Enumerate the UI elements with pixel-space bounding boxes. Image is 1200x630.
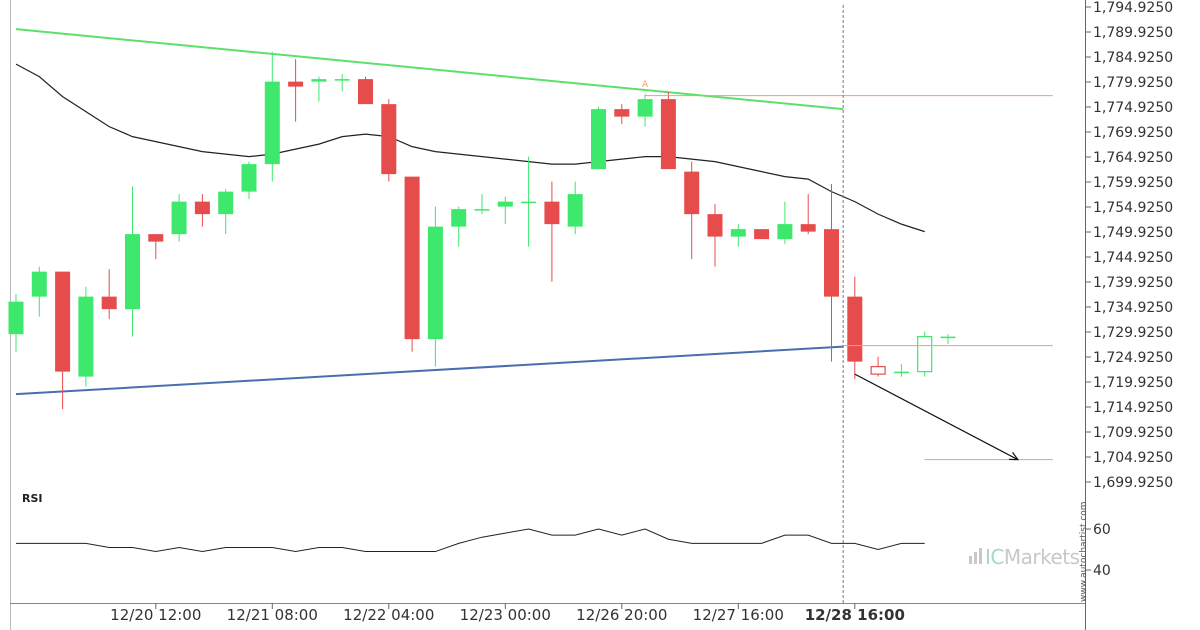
time-label: 12/26 20:00 (576, 606, 667, 624)
candle-body (754, 229, 770, 240)
candle-body (707, 214, 723, 237)
price-label: 1,749.9250 (1093, 225, 1173, 241)
rsi-series (16, 528, 925, 553)
candle-body (917, 336, 933, 373)
candle-body (521, 201, 537, 204)
candle-body (940, 336, 956, 339)
price-label: 1,789.9250 (1093, 25, 1173, 41)
candle-body (614, 109, 630, 117)
candle-body (730, 229, 746, 237)
candle-body (381, 104, 397, 175)
time-label: 12/22 04:00 (343, 606, 434, 624)
candle-body (451, 209, 467, 227)
candle-body (474, 209, 490, 211)
rsi-title: RSI (22, 492, 43, 505)
support-line (15, 345, 844, 396)
price-label: 1,739.9250 (1093, 275, 1173, 291)
candle-body (567, 194, 583, 227)
brand-bar-2 (974, 552, 977, 564)
price-label: 1,759.9250 (1093, 175, 1173, 191)
rsi-axis-labels: 60 40 (1085, 522, 1111, 579)
time-label: 12/27 16:00 (693, 606, 784, 624)
time-label: 12/20 12:00 (110, 606, 201, 624)
time-label: 12/28 16:00 (805, 606, 905, 624)
candle-body (637, 99, 653, 117)
candle-body (497, 201, 513, 207)
price-label: 1,709.9250 (1093, 425, 1173, 441)
candle-body (78, 296, 94, 377)
price-label: 1,744.9250 (1093, 250, 1173, 266)
candle-body (800, 224, 816, 232)
time-label: 12/23 00:00 (460, 606, 551, 624)
candle-body (194, 201, 210, 215)
price-label: 1,754.9250 (1093, 200, 1173, 216)
candle-body (148, 234, 164, 242)
price-label: 1,779.9250 (1093, 75, 1173, 91)
candle-body (125, 234, 140, 310)
brand-text: ICMarkets (985, 545, 1080, 569)
candle-body (55, 271, 71, 372)
candle-body (31, 271, 47, 297)
candle-body (358, 79, 373, 105)
candle-body (893, 371, 909, 374)
price-axis-labels: 1,794.9250 1,789.9250 1,784.9250 1,779.9250… (1085, 0, 1173, 491)
time-label: 12/21 08:00 (227, 606, 318, 624)
price-label: 1,764.9250 (1093, 150, 1173, 166)
candle-body (660, 99, 676, 170)
trend-lines (15, 28, 844, 396)
brand-suffix: Markets (1004, 545, 1080, 569)
price-label: 1,724.9250 (1093, 350, 1173, 366)
pattern-marker: A (642, 80, 649, 90)
rsi-panel: RSI 60 40 (16, 492, 1111, 579)
candle-body (847, 296, 863, 362)
rsi-tick-label: 40 (1093, 563, 1111, 579)
price-label: 1,784.9250 (1093, 50, 1173, 66)
candle-body (777, 224, 793, 240)
price-label: 1,699.9250 (1093, 475, 1173, 491)
candle-body (591, 109, 606, 170)
candle-body (171, 201, 187, 235)
price-label: 1,794.9250 (1093, 0, 1173, 16)
price-label: 1,719.9250 (1093, 375, 1173, 391)
candle-body (101, 296, 117, 310)
moving-average-line (15, 63, 925, 233)
rsi-line (16, 528, 925, 553)
candle-body (218, 191, 234, 215)
rsi-tick-label: 60 (1093, 522, 1111, 538)
price-label: 1,769.9250 (1093, 125, 1173, 141)
price-label: 1,729.9250 (1093, 325, 1173, 341)
brand-logo: ICMarkets (969, 545, 1080, 569)
brand-prefix: IC (985, 545, 1004, 569)
plot-frame (10, 0, 1086, 630)
candle-body (824, 229, 839, 297)
candle-body (404, 176, 420, 340)
price-levels (645, 95, 1053, 461)
price-label: 1,714.9250 (1093, 400, 1173, 416)
candle-body (427, 226, 443, 340)
candle-body (684, 171, 700, 215)
brand-bar-1 (969, 556, 972, 564)
time-axis: 12/20 12:00 12/21 08:00 12/22 04:00 12/23 0… (110, 603, 905, 624)
vertical-watermark: www.autochartist.com (1079, 501, 1089, 602)
price-label: 1,734.9250 (1093, 300, 1173, 316)
brand-bar-3 (979, 548, 982, 564)
resistance-line (15, 28, 844, 111)
candle-body (264, 81, 280, 165)
candle-body (311, 79, 327, 82)
candle-body (288, 81, 304, 87)
candle-body (870, 366, 886, 375)
moving-average (15, 63, 925, 233)
price-label: 1,704.9250 (1093, 450, 1173, 466)
arrow-head (1008, 452, 1020, 461)
projection-arrow (854, 373, 1019, 461)
price-label: 1,774.9250 (1093, 100, 1173, 116)
candle-body (241, 164, 257, 192)
candle-body (8, 301, 24, 335)
candle-body (334, 79, 350, 81)
candle-body (544, 201, 560, 225)
annotations: A (642, 5, 1020, 603)
